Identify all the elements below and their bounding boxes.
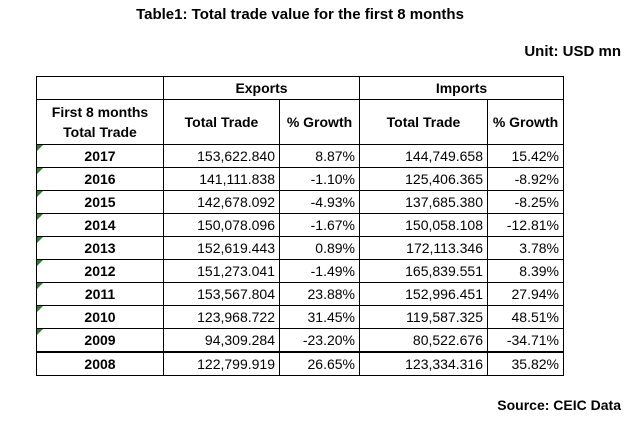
year-cell: 2012 [36, 259, 164, 283]
exports-total-cell: 153,567.804 [163, 282, 280, 306]
exports-total-cell: 94,309.284 [163, 328, 280, 353]
imports-growth-cell: 35.82% [487, 351, 564, 376]
exports-total-cell: 150,078.096 [163, 213, 280, 237]
year-cell: 2010 [36, 305, 164, 329]
year-cell: 2014 [36, 213, 164, 237]
exports-total-cell: 152,619.443 [163, 236, 280, 260]
imports-total-header: Total Trade [359, 99, 488, 145]
table-row: 2009 94,309.284 -23.20% 80,522.676 -34.7… [36, 328, 564, 353]
exports-total-cell: 142,678.092 [163, 190, 280, 214]
year-cell: 2015 [36, 190, 164, 214]
exports-growth-cell: -1.67% [279, 213, 360, 237]
table-row: 2014 150,078.096 -1.67% 150,058.108 -12.… [36, 213, 564, 237]
year-cell: 2013 [36, 236, 164, 260]
exports-total-header: Total Trade [163, 99, 280, 145]
exports-total-cell: 153,622.840 [163, 144, 280, 168]
exports-growth-cell: -4.93% [279, 190, 360, 214]
group-header-row: Exports Imports [36, 76, 564, 100]
exports-growth-cell: -1.49% [279, 259, 360, 283]
table-row: 2010 123,968.722 31.45% 119,587.325 48.5… [36, 305, 564, 329]
row-header-line1: First 8 months [51, 104, 149, 120]
imports-total-cell: 80,522.676 [359, 328, 488, 353]
imports-total-cell: 119,587.325 [359, 305, 488, 329]
exports-header: Exports [163, 76, 360, 100]
table-row: 2008 122,799.919 26.65% 123,334.316 35.8… [36, 351, 564, 376]
exports-growth-cell: 8.87% [279, 144, 360, 168]
imports-growth-cell: -8.92% [487, 167, 564, 191]
imports-total-cell: 137,685.380 [359, 190, 488, 214]
table-row: 2016 141,111.838 -1.10% 125,406.365 -8.9… [36, 167, 564, 191]
row-header-line2: Total Trade [63, 124, 137, 140]
exports-growth-cell: 26.65% [279, 351, 360, 376]
table-row: 2017 153,622.840 8.87% 144,749.658 15.42… [36, 144, 564, 168]
year-cell: 2016 [36, 167, 164, 191]
exports-total-cell: 151,273.041 [163, 259, 280, 283]
imports-growth-cell: 27.94% [487, 282, 564, 306]
imports-total-cell: 150,058.108 [359, 213, 488, 237]
imports-header: Imports [359, 76, 564, 100]
imports-total-cell: 125,406.365 [359, 167, 488, 191]
corner-cell [36, 76, 164, 100]
table-title: Table1: Total trade value for the first … [136, 6, 464, 23]
imports-total-cell: 152,996.451 [359, 282, 488, 306]
exports-growth-cell: -1.10% [279, 167, 360, 191]
imports-total-cell: 172,113.346 [359, 236, 488, 260]
exports-total-cell: 123,968.722 [163, 305, 280, 329]
year-cell: 2008 [36, 351, 164, 376]
imports-growth-header: % Growth [487, 99, 564, 145]
imports-growth-cell: 15.42% [487, 144, 564, 168]
exports-growth-cell: 31.45% [279, 305, 360, 329]
table-row: 2012 151,273.041 -1.49% 165,839.551 8.39… [36, 259, 564, 283]
table-row: 2015 142,678.092 -4.93% 137,685.380 -8.2… [36, 190, 564, 214]
imports-total-cell: 144,749.658 [359, 144, 488, 168]
imports-total-cell: 123,334.316 [359, 351, 488, 376]
exports-growth-header: % Growth [279, 99, 360, 145]
exports-total-cell: 141,111.838 [163, 167, 280, 191]
year-cell: 2017 [36, 144, 164, 168]
imports-total-cell: 165,839.551 [359, 259, 488, 283]
trade-table: Exports Imports First 8 months Total Tra… [36, 76, 564, 376]
row-header: First 8 months Total Trade [36, 99, 164, 145]
imports-growth-cell: 48.51% [487, 305, 564, 329]
exports-growth-cell: 0.89% [279, 236, 360, 260]
year-cell: 2009 [36, 328, 164, 353]
imports-growth-cell: 8.39% [487, 259, 564, 283]
imports-growth-cell: -34.71% [487, 328, 564, 353]
table-row: 2013 152,619.443 0.89% 172,113.346 3.78% [36, 236, 564, 260]
year-cell: 2011 [36, 282, 164, 306]
imports-growth-cell: -8.25% [487, 190, 564, 214]
column-header-row: First 8 months Total Trade Total Trade %… [36, 99, 564, 145]
imports-growth-cell: -12.81% [487, 213, 564, 237]
exports-total-cell: 122,799.919 [163, 351, 280, 376]
imports-growth-cell: 3.78% [487, 236, 564, 260]
source-note: Source: CEIC Data [497, 397, 621, 413]
table-row: 2011 153,567.804 23.88% 152,996.451 27.9… [36, 282, 564, 306]
exports-growth-cell: -23.20% [279, 328, 360, 353]
exports-growth-cell: 23.88% [279, 282, 360, 306]
unit-label: Unit: USD mn [524, 43, 621, 60]
